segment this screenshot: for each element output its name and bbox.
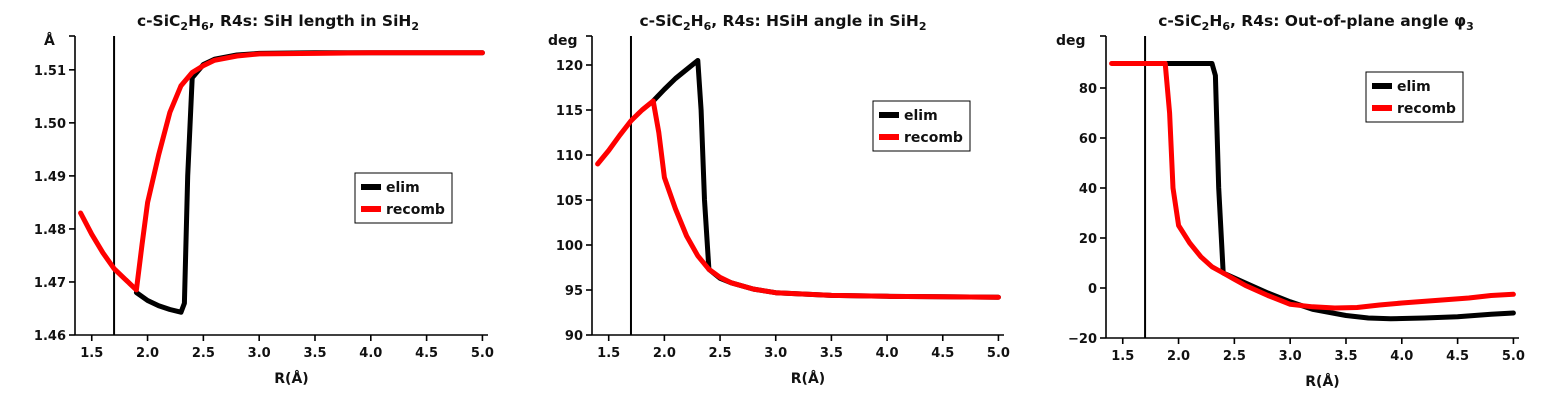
chart-panel-2: c-SiC2H6, R4s: HSiH angle in SiH2 deg 90 95… [548,12,1010,387]
series-line-recomb [78,50,485,293]
y-tick-label: 1.47 [34,276,66,291]
y-tick-label: 1.49 [34,170,66,185]
x-tick-label: 4.5 [415,346,438,361]
y-tick-label: 40 [1079,182,1097,197]
legend-label: elim [1397,79,1431,95]
chart-title: c-SiC2H6, R4s: SiH length in SiH2 [137,12,419,33]
y-tick-label: 110 [556,149,583,164]
chart-title: c-SiC2H6, R4s: Out-of-plane angle φ3 [1158,12,1474,33]
y-tick-label: 1.46 [34,329,66,344]
x-tick-label: 2.5 [1223,349,1246,364]
y-tick-label: 90 [565,329,583,344]
y-tick-label: 1.50 [34,117,66,132]
chart-title: c-SiC2H6, R4s: HSiH angle in SiH2 [639,12,926,33]
x-tick-label: 2.0 [136,346,159,361]
y-unit-label: Å [44,32,55,49]
legend-box [354,172,453,224]
y-tick-label: 20 [1079,232,1097,247]
x-tick-label: 4.5 [931,346,954,361]
legend: elim recomb [1365,71,1464,123]
x-tick-label: 2.5 [192,346,215,361]
x-axis-label: R(Å) [791,370,825,387]
x-tick-label: 3.0 [248,346,271,361]
y-unit-label: deg [548,33,578,49]
x-tick-label: 1.5 [80,346,103,361]
y-tick-label: 95 [565,284,583,299]
x-tick-label: 4.0 [359,346,382,361]
x-tick-label: 5.0 [987,346,1010,361]
series-line-recomb [1109,61,1516,311]
chart-panel-1: c-SiC2H6, R4s: SiH length in SiH2 Å 1.46 1.… [34,12,494,387]
chart-panel-3: c-SiC2H6, R4s: Out-of-plane angle φ3 deg −… [1056,12,1525,390]
series-line-recomb [595,98,1001,300]
y-tick-label: 120 [556,59,583,74]
y-tick-label: 0 [1088,282,1097,297]
x-tick-label: 1.5 [1111,349,1134,364]
y-unit-label: deg [1056,33,1086,49]
x-tick-label: 2.0 [1167,349,1190,364]
legend-label: elim [386,180,420,196]
x-tick-label: 3.0 [764,346,787,361]
y-tick-label: 60 [1079,132,1097,147]
y-tick-label: 80 [1079,82,1097,97]
x-tick-label: 5.0 [1502,349,1525,364]
y-tick-label: −20 [1068,332,1097,347]
x-tick-label: 4.0 [876,346,899,361]
x-tick-label: 3.0 [1279,349,1302,364]
x-axis-label: R(Å) [274,370,308,387]
legend-label: recomb [386,202,445,218]
legend: elim recomb [872,100,971,152]
legend: elim recomb [354,172,453,224]
legend-label: recomb [1397,101,1456,117]
legend-box [1365,71,1464,123]
legend-label: elim [904,108,938,124]
y-tick-label: 115 [556,104,583,119]
x-tick-label: 1.5 [597,346,620,361]
x-tick-label: 2.5 [709,346,732,361]
x-axis-label: R(Å) [1305,373,1339,390]
x-tick-label: 3.5 [820,346,843,361]
y-tick-label: 105 [556,194,583,209]
x-tick-label: 3.5 [303,346,326,361]
x-tick-label: 2.0 [653,346,676,361]
y-tick-label: 100 [556,239,583,254]
x-tick-label: 3.5 [1334,349,1357,364]
legend-box [872,100,971,152]
legend-label: recomb [904,130,963,146]
x-tick-label: 4.5 [1446,349,1469,364]
y-tick-label: 1.51 [34,64,66,79]
x-tick-label: 5.0 [471,346,494,361]
x-tick-label: 4.0 [1390,349,1413,364]
y-tick-label: 1.48 [34,223,66,238]
